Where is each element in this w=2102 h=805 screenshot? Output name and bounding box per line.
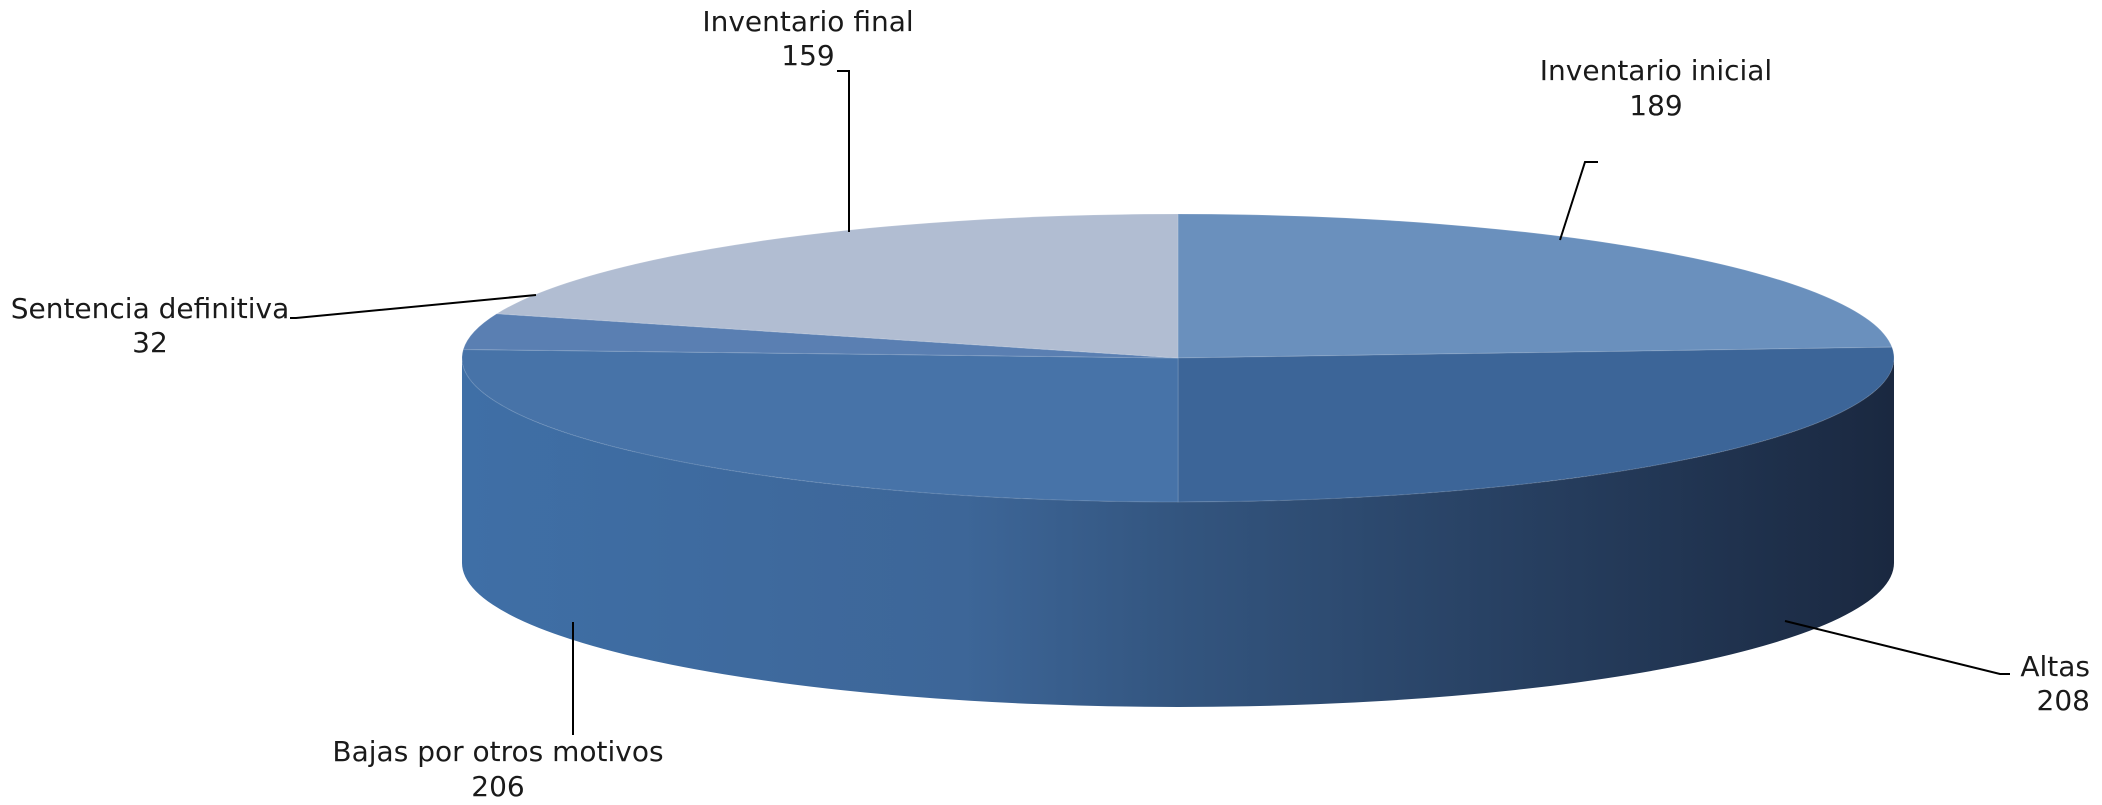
data-label-category: Sentencia definitiva xyxy=(11,292,290,325)
data-label-category: Bajas por otros motivos xyxy=(332,735,663,768)
data-label-category: Inventario final xyxy=(702,5,913,38)
data-label-category: Inventario inicial xyxy=(1540,54,1772,87)
pie-slice xyxy=(462,313,1179,359)
leader-line xyxy=(837,70,850,232)
data-label-value: 208 xyxy=(2037,684,2090,717)
pie-slice xyxy=(495,213,1179,359)
leader-lines xyxy=(290,70,2010,735)
pie-top xyxy=(461,213,1895,503)
leader-line xyxy=(1559,161,1598,241)
data-label-value: 189 xyxy=(1629,89,1682,122)
pie-3d-side xyxy=(462,358,1894,707)
pie-slice xyxy=(1177,213,1893,359)
pie-slice xyxy=(461,348,1179,503)
data-label-category: Altas xyxy=(2020,650,2090,683)
leader-line xyxy=(290,294,537,319)
pie-slice xyxy=(1177,346,1895,503)
data-label-value: 159 xyxy=(781,39,834,72)
data-label-value: 32 xyxy=(132,326,168,359)
pie-side-wall xyxy=(462,358,1894,707)
data-label-value: 206 xyxy=(471,770,524,800)
leader-line xyxy=(1784,620,2010,675)
